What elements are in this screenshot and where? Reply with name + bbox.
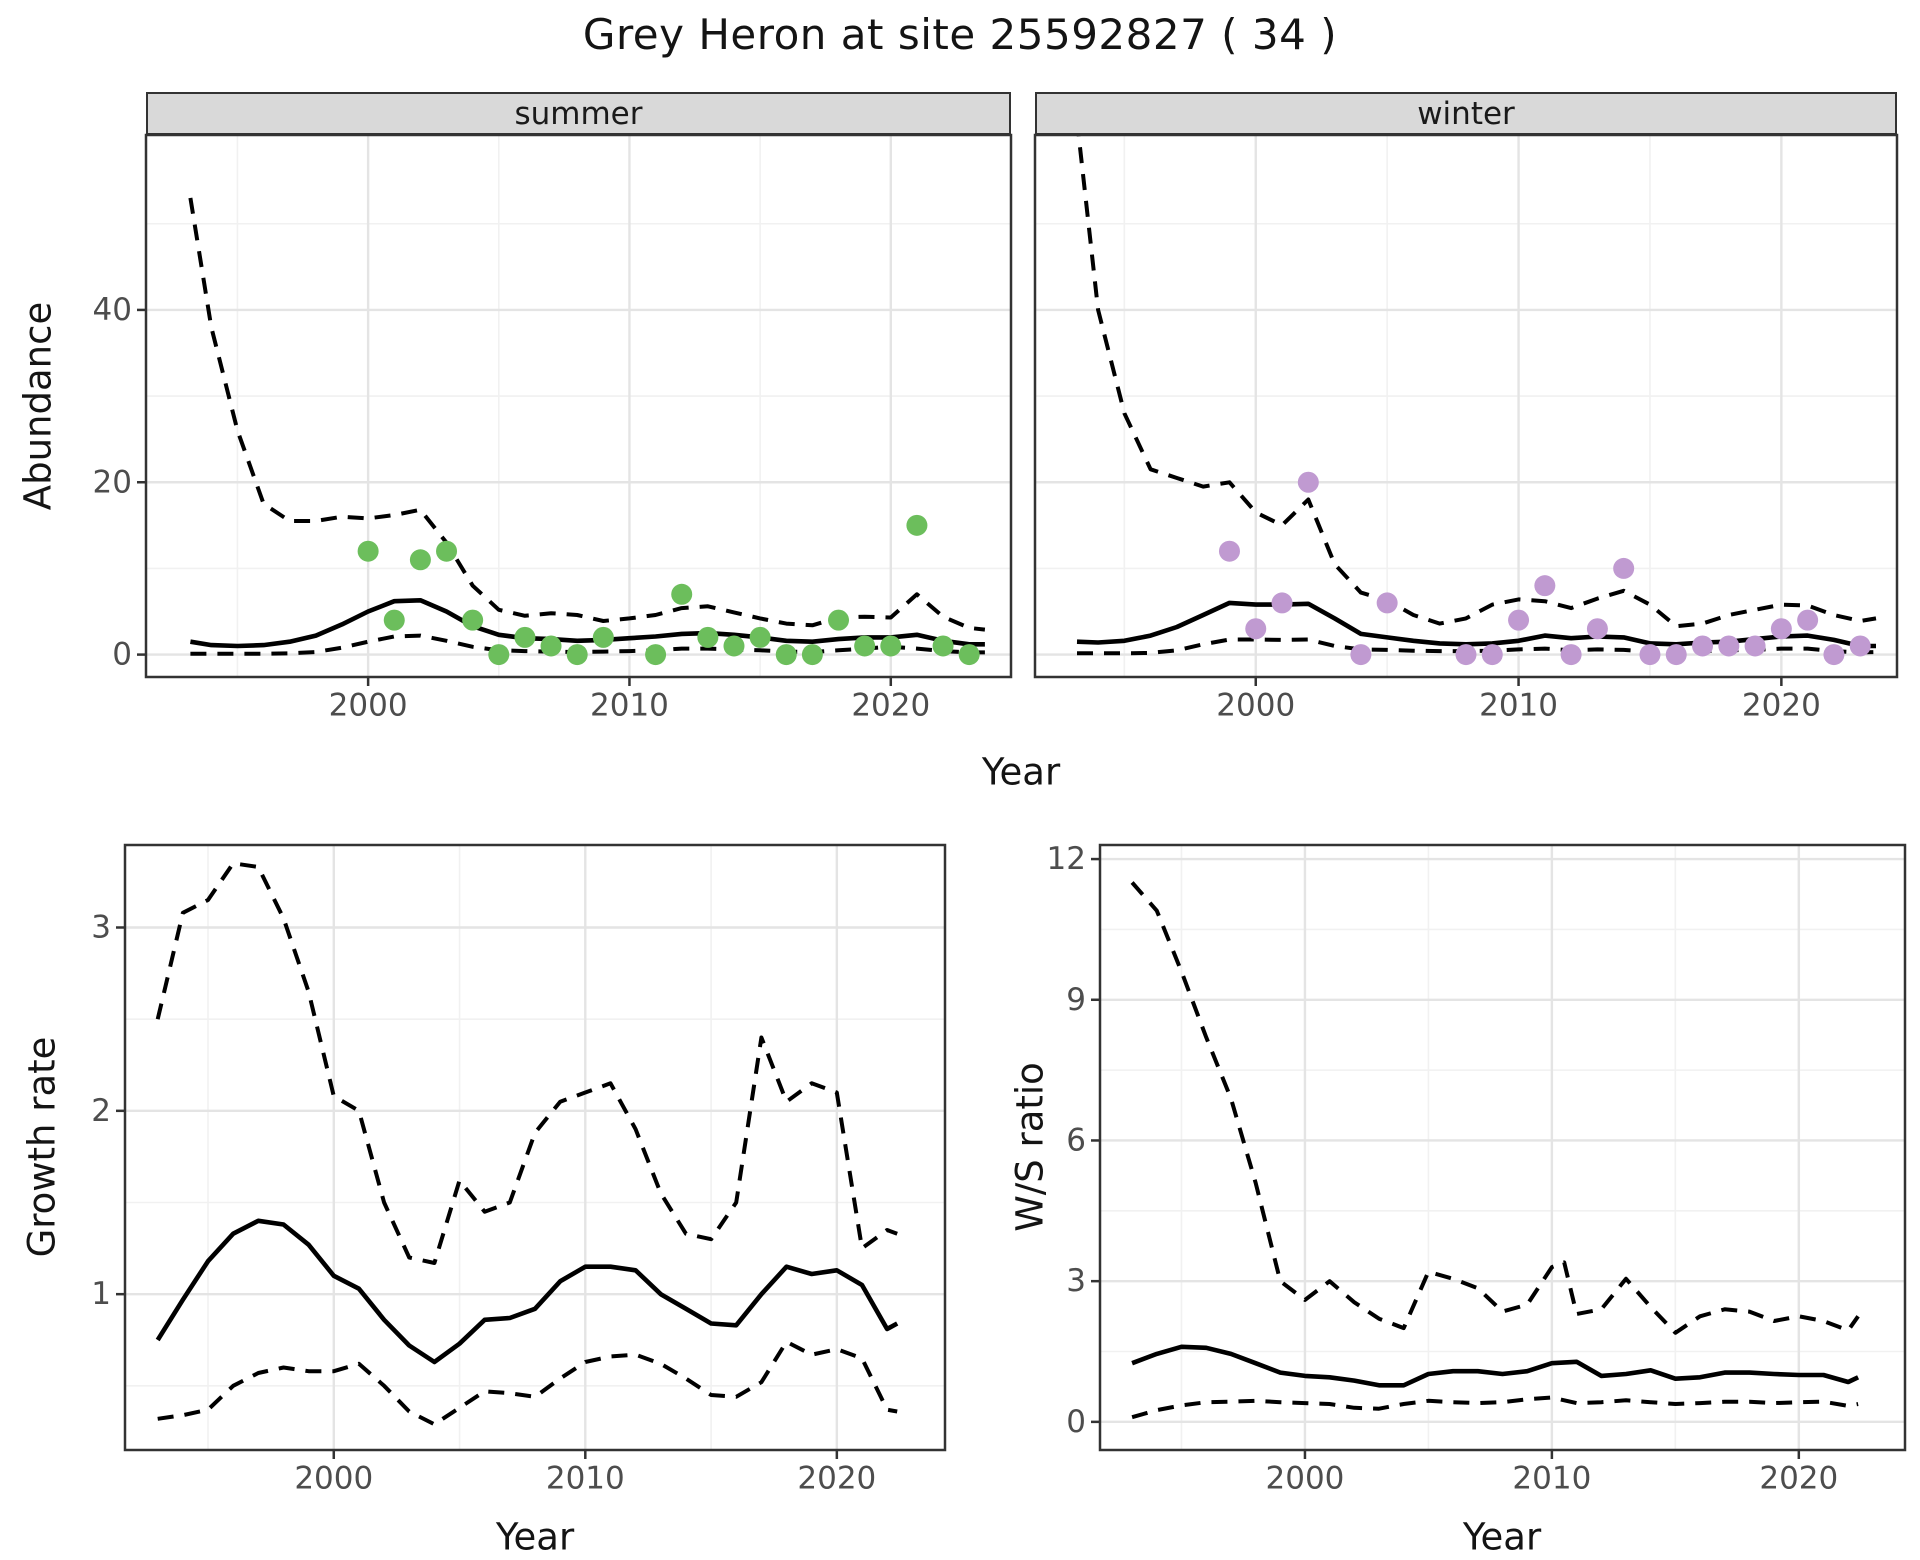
upper-ci-line <box>1130 881 1860 1335</box>
y-tick-label: 3 <box>1066 1263 1086 1299</box>
data-point <box>1665 644 1687 666</box>
data-point <box>1481 644 1503 666</box>
data-point <box>958 644 980 666</box>
upper-ci-line <box>188 197 986 632</box>
growth-rate-x-axis-title: Year <box>495 1515 575 1559</box>
y-tick-label: 9 <box>1066 982 1086 1018</box>
facet-strip-summer: summer <box>146 92 1011 135</box>
data-point <box>592 626 614 648</box>
data-point <box>1218 540 1240 562</box>
data-point <box>1718 635 1740 657</box>
x-tick-label: 2020 <box>1759 1460 1838 1496</box>
data-point <box>514 626 536 648</box>
data-point <box>749 626 771 648</box>
x-tick-label: 2000 <box>294 1460 373 1496</box>
facet-strip-winter: winter <box>1035 92 1897 135</box>
data-point <box>828 609 850 631</box>
data-point <box>1586 618 1608 640</box>
data-point <box>357 540 379 562</box>
data-point <box>645 644 667 666</box>
x-tick-label: 2020 <box>1742 687 1821 723</box>
panel-border <box>1033 133 1899 679</box>
data-point <box>1744 635 1766 657</box>
y-tick-label: 2 <box>91 1093 111 1129</box>
facet-strip-summer-label: summer <box>514 95 643 132</box>
data-point <box>1560 644 1582 666</box>
x-tick-label: 2000 <box>1216 687 1295 723</box>
data-point <box>854 635 876 657</box>
data-point <box>1297 471 1319 493</box>
x-tick-label: 2010 <box>1512 1460 1591 1496</box>
lower-ci-line <box>157 1339 898 1427</box>
lower-ci-line <box>1131 1395 1859 1420</box>
data-point <box>1770 618 1792 640</box>
data-point <box>1376 592 1398 614</box>
x-tick-label: 2010 <box>546 1460 625 1496</box>
x-tick-label: 2000 <box>329 687 408 723</box>
data-point <box>1613 557 1635 579</box>
data-point <box>462 609 484 631</box>
abundance-x-axis-title: Year <box>981 750 1061 794</box>
x-tick-label: 2020 <box>797 1460 876 1496</box>
data-point <box>880 635 902 657</box>
data-point <box>540 635 562 657</box>
panel-bg <box>125 845 945 1450</box>
facet-strip-winter-label: winter <box>1417 95 1515 132</box>
data-point <box>801 644 823 666</box>
data-point <box>1534 575 1556 597</box>
data-point <box>383 609 405 631</box>
data-point <box>1849 635 1871 657</box>
fit-line <box>155 1218 899 1365</box>
data-point <box>906 514 928 536</box>
data-point <box>436 540 458 562</box>
panel-border <box>123 843 947 1452</box>
panel-bg <box>1035 135 1897 677</box>
data-point <box>775 644 797 666</box>
data-point <box>1455 644 1477 666</box>
data-point <box>697 626 719 648</box>
data-point <box>1797 609 1819 631</box>
panel-bg <box>146 135 1011 677</box>
data-point <box>409 549 431 571</box>
data-point <box>932 635 954 657</box>
y-tick-label: 1 <box>91 1276 111 1312</box>
data-point <box>1271 592 1293 614</box>
chart-title: Grey Heron at site 25592827 ( 34 ) <box>582 10 1338 59</box>
y-tick-label: 6 <box>1066 1122 1086 1158</box>
y-tick-label: 0 <box>1066 1404 1086 1440</box>
panel-bg <box>1100 845 1905 1450</box>
y-tick-label: 40 <box>93 292 132 328</box>
data-point <box>1692 635 1714 657</box>
x-tick-label: 2000 <box>1266 1460 1345 1496</box>
y-tick-label: 0 <box>112 637 132 673</box>
y-tick-label: 12 <box>1047 841 1086 877</box>
data-point <box>1823 644 1845 666</box>
data-point <box>1245 618 1267 640</box>
data-point <box>1350 644 1372 666</box>
y-tick-label: 20 <box>93 464 132 500</box>
data-point <box>1508 609 1530 631</box>
panel-border <box>1098 843 1907 1452</box>
data-point <box>488 644 510 666</box>
x-tick-label: 2010 <box>1479 687 1558 723</box>
ws-ratio-x-axis-title: Year <box>1462 1515 1542 1559</box>
upper-ci-line <box>1076 135 1877 629</box>
data-point <box>566 644 588 666</box>
y-tick-label: 3 <box>91 910 111 946</box>
x-tick-label: 2010 <box>590 687 669 723</box>
data-point <box>1639 644 1661 666</box>
data-point <box>671 583 693 605</box>
panel-border <box>144 133 1013 679</box>
fit-line <box>1131 1344 1860 1388</box>
x-tick-label: 2020 <box>851 687 930 723</box>
data-point <box>723 635 745 657</box>
